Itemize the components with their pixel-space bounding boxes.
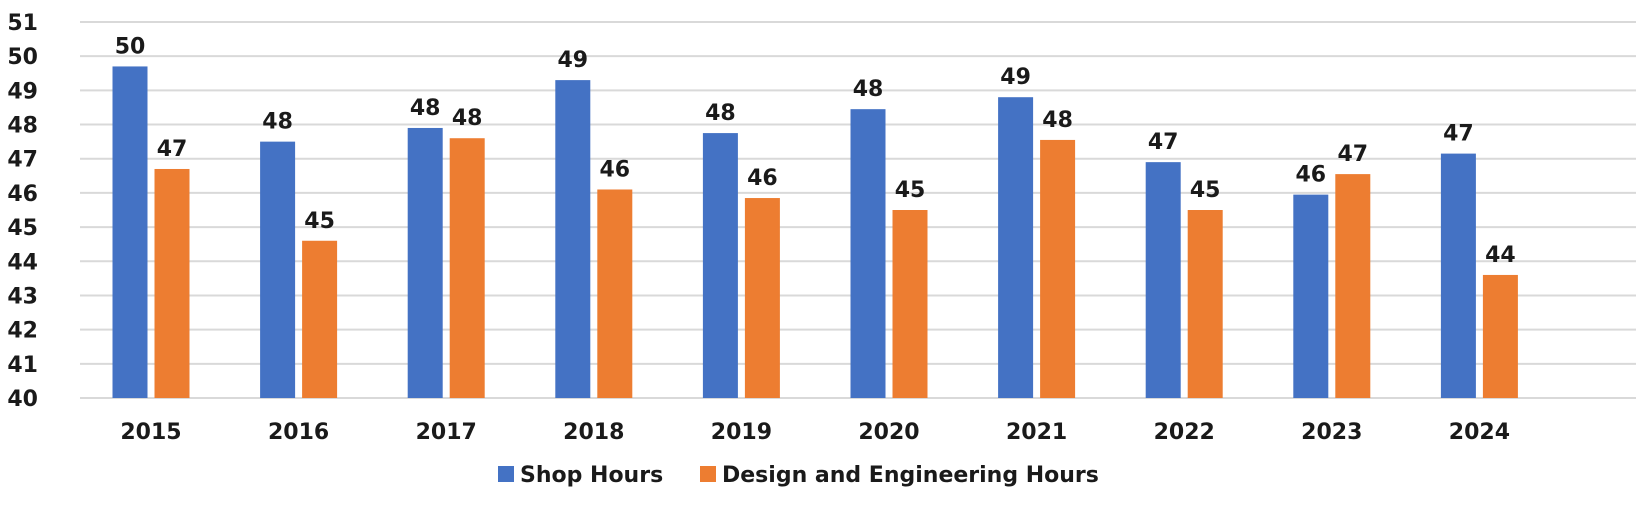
data-label-design-engineering-hours-2021: 48 bbox=[1042, 108, 1073, 133]
legend-swatch-design-engineering-hours bbox=[700, 466, 716, 482]
bars bbox=[112, 66, 1518, 399]
bar-design-engineering-hours-2022 bbox=[1187, 210, 1223, 398]
y-tick-label: 46 bbox=[7, 182, 38, 207]
bar-design-engineering-hours-2024 bbox=[1482, 274, 1518, 398]
data-label-shop-hours-2022: 47 bbox=[1148, 130, 1179, 155]
bar-design-engineering-hours-2018 bbox=[597, 189, 633, 398]
y-tick-label: 41 bbox=[7, 353, 38, 378]
data-label-design-engineering-hours-2024: 44 bbox=[1485, 243, 1516, 268]
bar-design-engineering-hours-2020 bbox=[892, 210, 928, 398]
data-label-design-engineering-hours-2017: 48 bbox=[452, 106, 483, 131]
bar-design-engineering-hours-2017 bbox=[449, 138, 485, 398]
data-label-shop-hours-2021: 49 bbox=[1000, 65, 1031, 90]
x-tick-label: 2016 bbox=[268, 420, 329, 445]
data-label-shop-hours-2015: 50 bbox=[115, 34, 146, 59]
data-label-design-engineering-hours-2022: 45 bbox=[1190, 178, 1221, 203]
x-axis-category-labels: 2015 2016 2017 2018 2019 2020 2021 2022 2023 2024 bbox=[120, 420, 1510, 445]
bar-shop-hours-2022 bbox=[1145, 162, 1181, 398]
y-tick-label: 48 bbox=[7, 114, 38, 139]
x-tick-label: 2023 bbox=[1301, 420, 1362, 445]
legend-label-shop-hours: Shop Hours bbox=[520, 463, 663, 488]
data-labels: 50 47 48 45 48 48 49 46 48 46 48 45 49 48 47 45 46 47 47 44 bbox=[115, 34, 1516, 268]
x-tick-label: 2022 bbox=[1154, 420, 1215, 445]
y-tick-label: 45 bbox=[7, 216, 38, 241]
x-tick-label: 2020 bbox=[858, 420, 919, 445]
data-label-shop-hours-2019: 48 bbox=[705, 101, 736, 126]
bar-design-engineering-hours-2023 bbox=[1335, 174, 1371, 398]
y-tick-label: 40 bbox=[7, 387, 38, 412]
data-label-design-engineering-hours-2018: 46 bbox=[599, 157, 630, 182]
data-label-shop-hours-2018: 49 bbox=[557, 48, 588, 73]
y-tick-label: 50 bbox=[7, 45, 38, 70]
y-tick-label: 47 bbox=[7, 148, 38, 173]
y-tick-label: 42 bbox=[7, 319, 38, 344]
data-label-design-engineering-hours-2023: 47 bbox=[1337, 142, 1368, 167]
bar-shop-hours-2020 bbox=[850, 109, 886, 398]
bar-shop-hours-2019 bbox=[702, 133, 738, 398]
x-tick-label: 2019 bbox=[711, 420, 772, 445]
bar-shop-hours-2018 bbox=[555, 80, 591, 398]
data-label-design-engineering-hours-2016: 45 bbox=[304, 209, 335, 234]
data-label-shop-hours-2017: 48 bbox=[410, 96, 441, 121]
bar-design-engineering-hours-2021 bbox=[1040, 139, 1076, 398]
y-tick-label: 43 bbox=[7, 284, 38, 309]
x-tick-label: 2017 bbox=[416, 420, 477, 445]
x-tick-label: 2024 bbox=[1449, 420, 1510, 445]
data-label-shop-hours-2024: 47 bbox=[1443, 122, 1474, 147]
data-label-shop-hours-2023: 46 bbox=[1295, 163, 1326, 188]
bar-shop-hours-2021 bbox=[998, 97, 1034, 398]
y-tick-label: 44 bbox=[7, 250, 38, 275]
bar-shop-hours-2017 bbox=[407, 127, 443, 399]
bar-shop-hours-2023 bbox=[1293, 194, 1329, 398]
x-tick-label: 2015 bbox=[120, 420, 181, 445]
x-tick-label: 2021 bbox=[1006, 420, 1067, 445]
x-tick-label: 2018 bbox=[563, 420, 624, 445]
bar-shop-hours-2024 bbox=[1440, 153, 1476, 398]
bar-shop-hours-2015 bbox=[112, 66, 148, 398]
data-label-design-engineering-hours-2015: 47 bbox=[157, 137, 188, 162]
y-axis-tick-labels: 40 41 42 43 44 45 46 47 48 49 50 51 bbox=[7, 11, 38, 412]
data-label-shop-hours-2016: 48 bbox=[262, 110, 293, 135]
y-tick-label: 49 bbox=[7, 79, 38, 104]
bar-shop-hours-2016 bbox=[260, 141, 296, 399]
bar-design-engineering-hours-2016 bbox=[302, 240, 338, 398]
data-label-design-engineering-hours-2019: 46 bbox=[747, 166, 778, 191]
legend: Shop Hours Design and Engineering Hours bbox=[498, 463, 1099, 488]
legend-label-design-engineering-hours: Design and Engineering Hours bbox=[722, 463, 1099, 488]
data-label-design-engineering-hours-2020: 45 bbox=[895, 178, 926, 203]
y-tick-label: 51 bbox=[7, 11, 38, 36]
bar-design-engineering-hours-2019 bbox=[744, 198, 780, 398]
bar-design-engineering-hours-2015 bbox=[154, 168, 190, 398]
data-label-shop-hours-2020: 48 bbox=[853, 77, 884, 102]
legend-swatch-shop-hours bbox=[498, 466, 514, 482]
